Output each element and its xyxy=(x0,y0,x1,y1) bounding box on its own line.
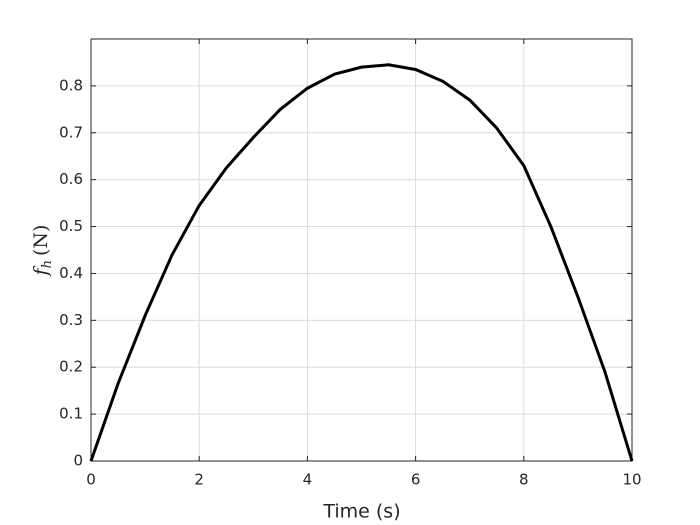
y-tick-label: 0 xyxy=(73,452,83,470)
x-axis-label: Time (s) xyxy=(322,501,400,523)
y-tick-label: 0.3 xyxy=(59,311,83,329)
y-label-subscript: h xyxy=(40,260,55,268)
x-tick-label: 4 xyxy=(303,471,313,489)
y-axis-label: fh (N) xyxy=(30,225,55,278)
axes-box xyxy=(90,38,633,462)
x-tick-label: 8 xyxy=(519,471,529,489)
plot-area xyxy=(91,39,632,461)
y-tick-label: 0.2 xyxy=(59,358,83,376)
data-line xyxy=(89,63,634,462)
x-tick-label: 10 xyxy=(622,471,641,489)
y-tick-label: 0.4 xyxy=(59,264,83,282)
y-label-symbol: f xyxy=(30,265,52,277)
x-tick-label: 0 xyxy=(86,471,96,489)
y-tick-label: 0.8 xyxy=(59,76,83,94)
y-tick-label: 0.1 xyxy=(59,405,83,423)
y-label-unit: (N) xyxy=(30,225,52,256)
y-tick-label: 0.5 xyxy=(59,217,83,235)
x-tick-label: 6 xyxy=(411,471,421,489)
y-tick-label: 0.7 xyxy=(59,123,83,141)
x-tick-label: 2 xyxy=(194,471,204,489)
y-tick-label: 0.6 xyxy=(59,170,83,188)
